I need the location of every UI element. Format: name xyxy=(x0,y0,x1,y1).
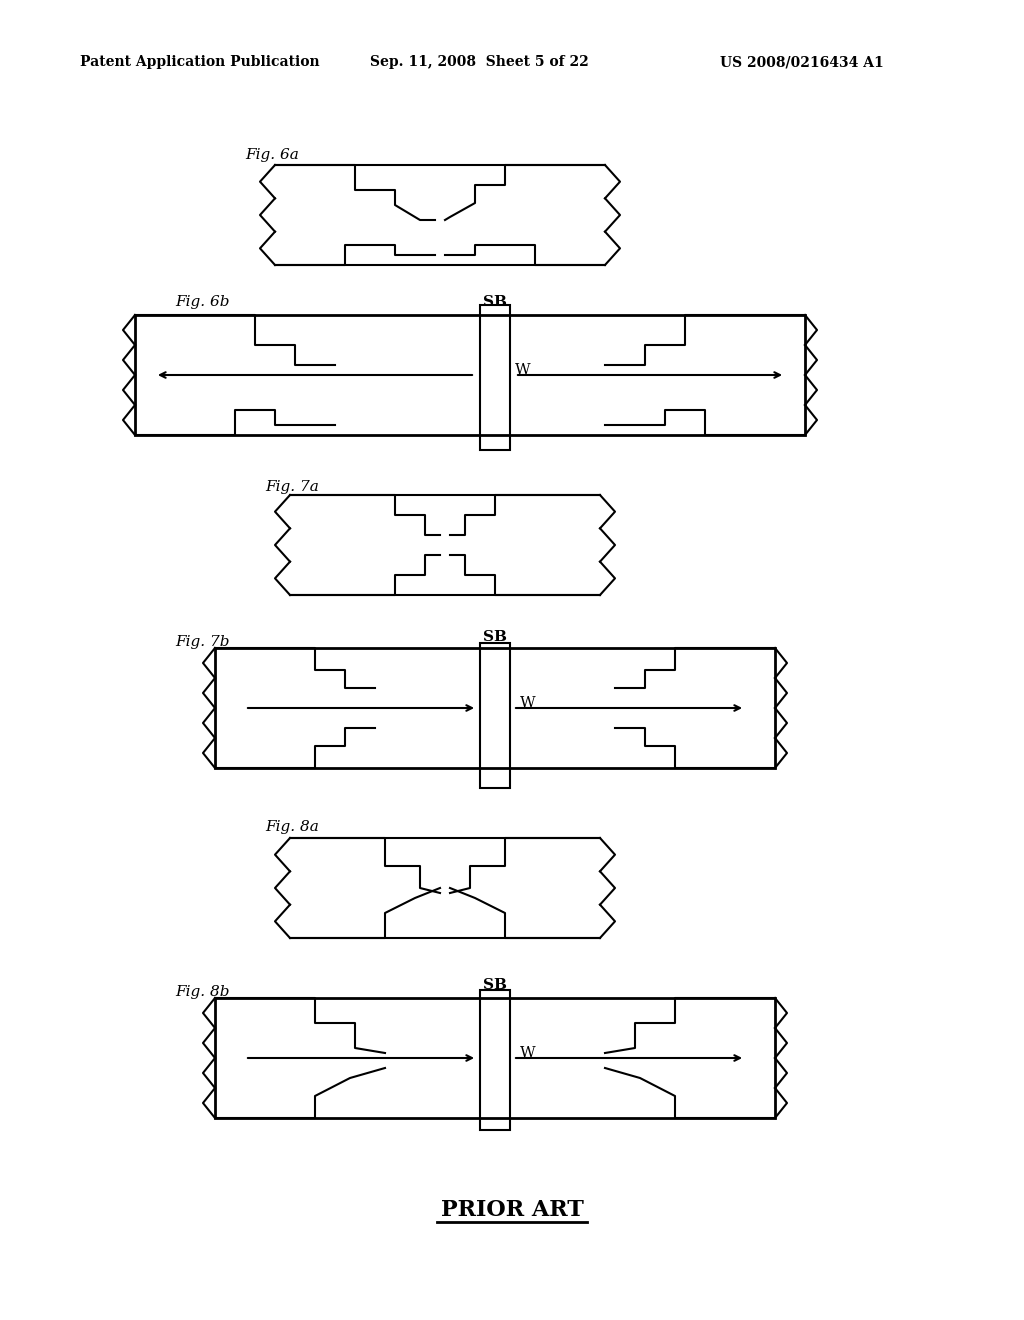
Text: SB: SB xyxy=(483,978,507,993)
Text: Patent Application Publication: Patent Application Publication xyxy=(80,55,319,69)
Text: PRIOR ART: PRIOR ART xyxy=(440,1199,584,1221)
Text: Fig. 8a: Fig. 8a xyxy=(265,820,318,834)
Text: Sep. 11, 2008  Sheet 5 of 22: Sep. 11, 2008 Sheet 5 of 22 xyxy=(370,55,589,69)
Text: Fig. 6a: Fig. 6a xyxy=(245,148,299,162)
Bar xyxy=(135,315,805,436)
Text: US 2008/0216434 A1: US 2008/0216434 A1 xyxy=(720,55,884,69)
Bar xyxy=(215,648,775,768)
Text: Fig. 7b: Fig. 7b xyxy=(175,635,229,649)
Text: Fig. 7a: Fig. 7a xyxy=(265,480,318,494)
Text: W: W xyxy=(515,363,530,378)
Text: SB: SB xyxy=(483,294,507,309)
Bar xyxy=(480,305,510,450)
Text: W: W xyxy=(520,696,536,710)
Bar xyxy=(480,643,510,788)
Bar xyxy=(215,998,775,1118)
Text: Fig. 8b: Fig. 8b xyxy=(175,985,229,999)
Bar xyxy=(480,990,510,1130)
Text: Fig. 6b: Fig. 6b xyxy=(175,294,229,309)
Text: SB: SB xyxy=(483,630,507,644)
Text: W: W xyxy=(520,1045,536,1060)
